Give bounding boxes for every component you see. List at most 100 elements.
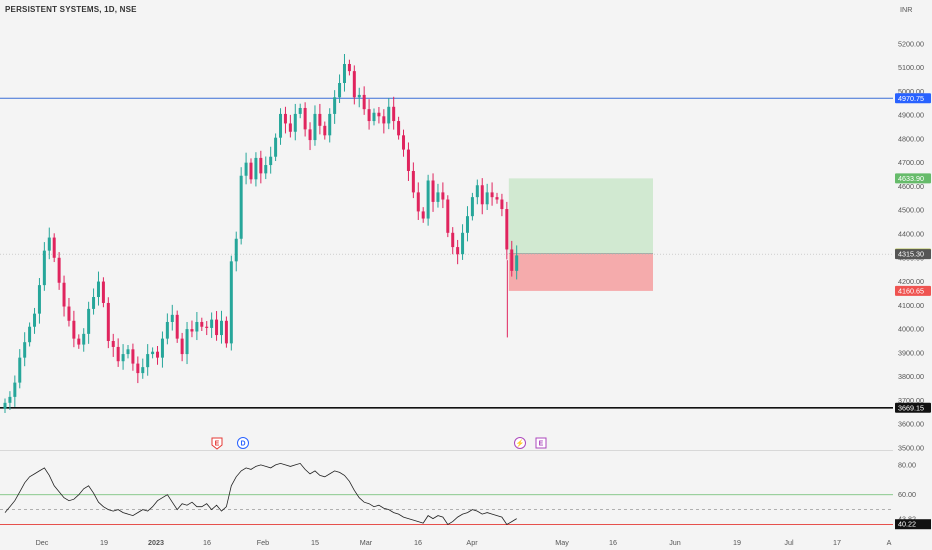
candle <box>33 307 37 334</box>
candle-body <box>92 297 96 309</box>
candle <box>116 338 120 367</box>
candle <box>224 316 228 348</box>
candle-body <box>106 302 110 341</box>
resistance-price-tag-label: 4970.75 <box>898 94 924 103</box>
candle-body <box>96 281 100 298</box>
candle <box>101 277 105 308</box>
price-tick-label: 3800.00 <box>898 372 924 381</box>
candle <box>165 313 169 345</box>
candle <box>160 331 164 368</box>
price-tick-label: 3500.00 <box>898 444 924 453</box>
candle-body <box>28 326 32 343</box>
event-marker-label: E <box>539 441 544 448</box>
price-tick-label: 4400.00 <box>898 230 924 239</box>
candle <box>406 142 410 181</box>
candle-body <box>490 192 494 198</box>
x-tick-label: 15 <box>311 538 319 547</box>
candle-body <box>23 342 27 358</box>
candle <box>298 103 302 119</box>
price-tick-label: 4700.00 <box>898 158 924 167</box>
candle-body <box>279 113 283 138</box>
candle-body <box>342 63 346 84</box>
candle <box>411 162 415 199</box>
candle-body <box>3 402 7 409</box>
price-tick-label: 4900.00 <box>898 111 924 120</box>
candle <box>313 105 317 146</box>
event-marker-label: D <box>240 441 245 448</box>
price-tick-label: 5200.00 <box>898 39 924 48</box>
price-tick-label: 4100.00 <box>898 301 924 310</box>
candle-body <box>328 113 332 136</box>
candle <box>515 245 519 280</box>
event-marker-shape <box>535 437 547 449</box>
candle <box>239 167 243 245</box>
event-marker-label: ⚡ <box>516 439 525 448</box>
candle-body <box>288 123 292 132</box>
candle <box>77 334 81 349</box>
candle-body <box>475 185 479 198</box>
stop-price-tag <box>895 285 931 296</box>
candle-body <box>141 367 145 374</box>
event-marker-shape <box>514 437 526 449</box>
candle <box>131 343 135 371</box>
price-tick-label: 5000.00 <box>898 87 924 96</box>
candle <box>377 107 381 124</box>
candle-body <box>239 175 243 239</box>
target-zone <box>508 178 653 254</box>
candle-body <box>18 357 22 383</box>
candle-body <box>318 113 322 126</box>
candle-body <box>510 249 514 271</box>
candle <box>293 103 297 141</box>
candle-body <box>505 209 509 250</box>
candle-body <box>116 346 120 362</box>
target-price-tag-label: 4633.90 <box>898 174 924 183</box>
candle <box>87 301 91 344</box>
candle <box>229 255 233 351</box>
candle <box>426 174 430 226</box>
candle-body <box>308 129 312 141</box>
candle-body <box>480 185 484 205</box>
candle <box>352 65 356 105</box>
candle <box>328 108 332 143</box>
candle <box>141 358 145 379</box>
candle <box>82 328 86 352</box>
candle <box>18 349 22 389</box>
candle <box>156 345 160 365</box>
candle-body <box>269 156 273 166</box>
candle-body <box>8 396 12 403</box>
candle <box>382 109 386 134</box>
candle <box>175 310 179 343</box>
event-marker[interactable]: E <box>211 437 223 450</box>
candle-body <box>52 237 56 258</box>
candle-body <box>42 250 46 286</box>
candle-body <box>57 257 61 283</box>
rsi-line <box>4 462 517 526</box>
candle <box>387 98 391 130</box>
candle-body <box>426 180 430 219</box>
event-marker[interactable]: ⚡ <box>514 437 526 449</box>
candle <box>106 297 110 349</box>
candle <box>126 345 130 359</box>
candle-body <box>362 94 366 110</box>
candle <box>402 129 406 157</box>
candle <box>451 227 455 255</box>
candle <box>37 277 41 324</box>
target-price-tag <box>895 173 931 184</box>
candle-body <box>136 363 140 374</box>
candle-body <box>151 351 155 355</box>
candle <box>249 158 253 184</box>
candle-body <box>87 308 91 334</box>
candle-body <box>461 232 465 255</box>
x-tick-label: 19 <box>100 538 108 547</box>
candle <box>111 333 115 357</box>
candle <box>170 304 174 331</box>
candle-body <box>397 121 401 136</box>
candle <box>392 96 396 130</box>
candle-body <box>485 192 489 205</box>
stop-zone <box>508 253 653 291</box>
candle <box>288 114 292 138</box>
event-marker[interactable]: D <box>237 437 249 449</box>
event-marker[interactable]: E <box>535 437 547 449</box>
